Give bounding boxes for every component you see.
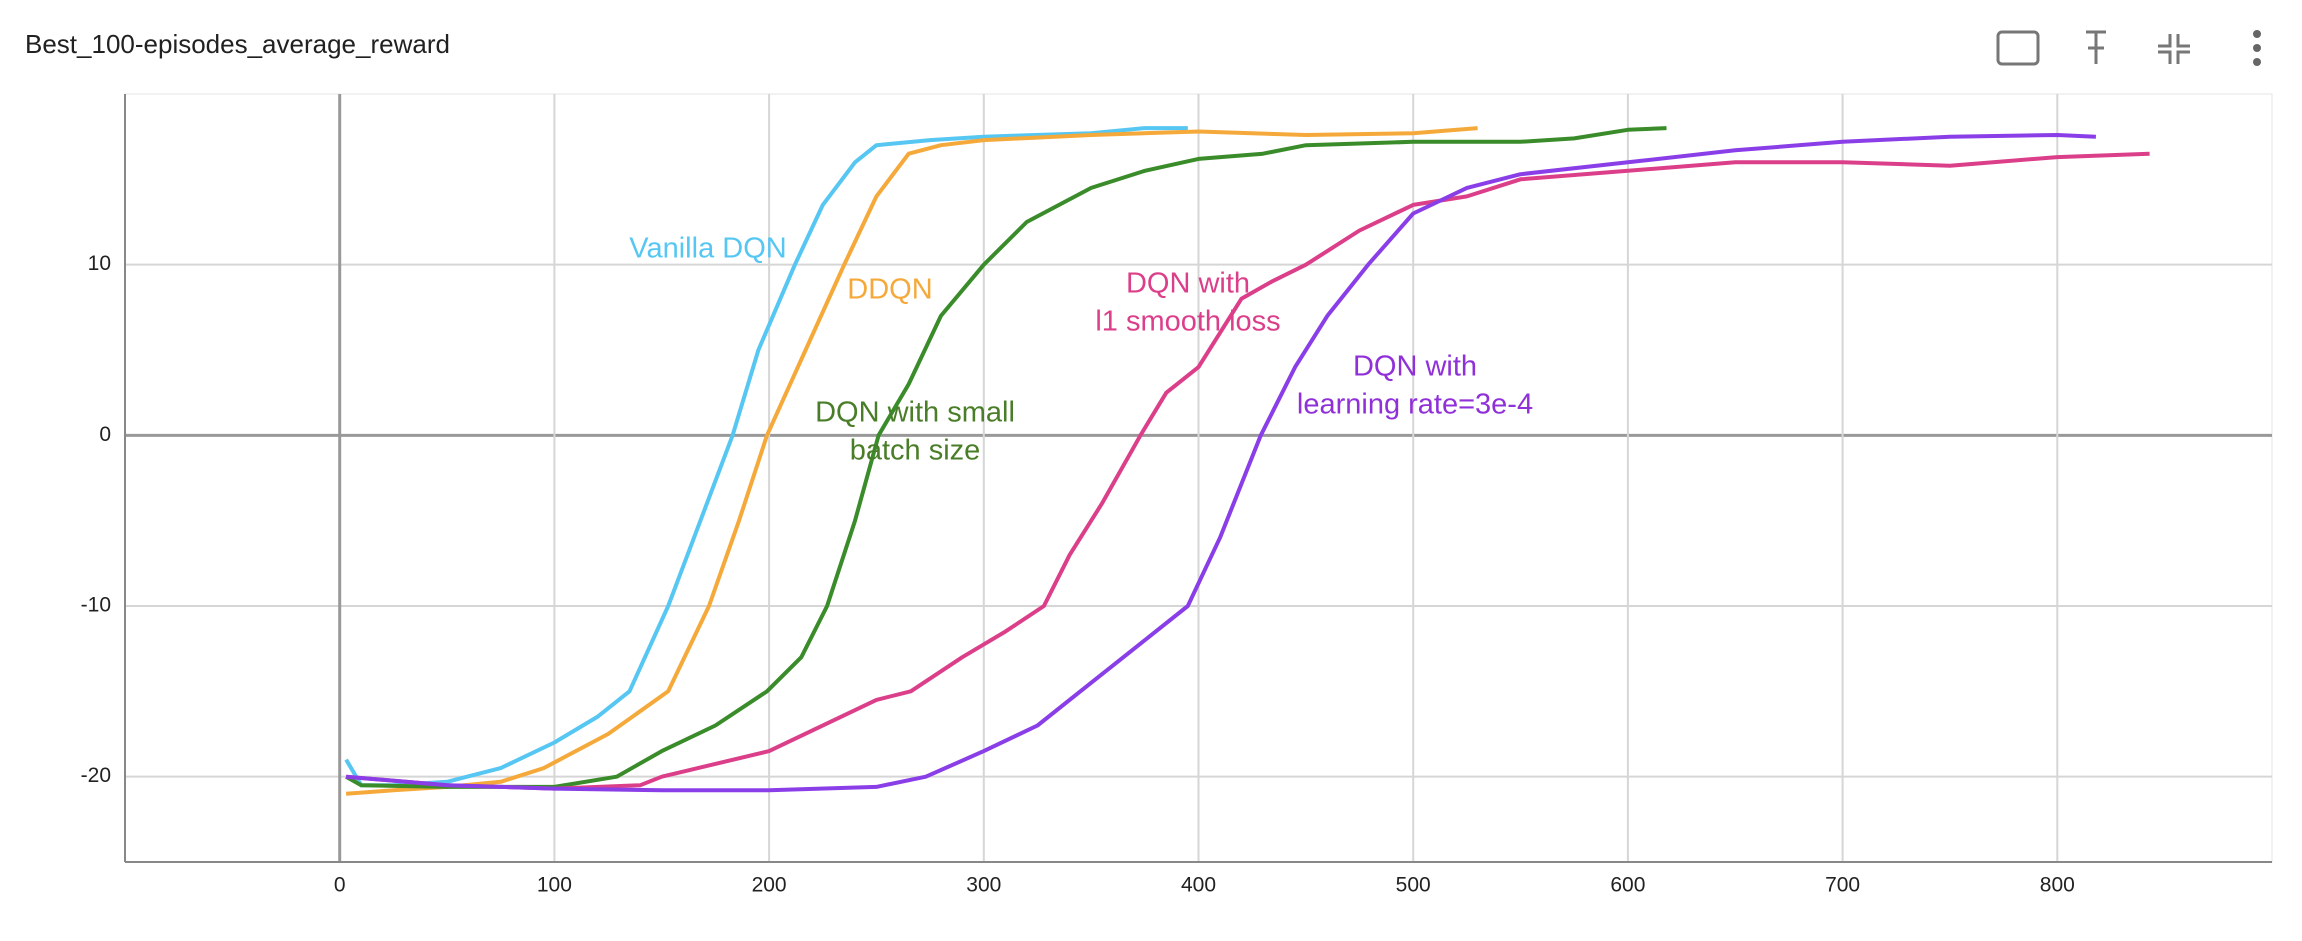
- x-tick-label: 400: [1181, 874, 1216, 897]
- x-tick-label: 600: [1610, 874, 1645, 897]
- pin-icon[interactable]: [2086, 30, 2106, 64]
- series-line: [345, 151, 2150, 791]
- annotation: batch size: [850, 435, 981, 467]
- fit-icon[interactable]: [1996, 30, 2040, 66]
- series-line: [345, 133, 2096, 793]
- annotation: DQN with: [1353, 351, 1477, 383]
- x-tick-label: 0: [334, 874, 346, 897]
- x-tick-label: 100: [537, 874, 572, 897]
- menu-icon[interactable]: [2253, 30, 2261, 66]
- collapse-icon[interactable]: [2158, 34, 2190, 64]
- y-tick-label: -20: [81, 764, 111, 787]
- series-line: [345, 126, 1478, 796]
- chart-title: Best_100-episodes_average_reward: [25, 29, 450, 59]
- annotation: learning rate=3e-4: [1297, 389, 1533, 421]
- x-tick-label: 800: [2040, 874, 2075, 897]
- x-tick-label: 200: [752, 874, 787, 897]
- series-line: [345, 126, 1667, 789]
- toolbar: [1996, 30, 2261, 66]
- x-tick-label: 300: [966, 874, 1001, 897]
- annotation: DDQN: [847, 274, 932, 306]
- annotation: Vanilla DQN: [629, 233, 786, 265]
- annotation: DQN with small: [815, 397, 1015, 429]
- y-tick-label: 10: [88, 252, 111, 275]
- annotation: l1 smooth loss: [1095, 306, 1280, 338]
- series-line: [344, 126, 1188, 788]
- x-tick-label: 500: [1396, 874, 1431, 897]
- x-tick-label: 700: [1825, 874, 1860, 897]
- y-tick-label: -10: [81, 594, 111, 617]
- y-tick-label: 0: [99, 423, 111, 446]
- annotation: DQN with: [1126, 268, 1250, 300]
